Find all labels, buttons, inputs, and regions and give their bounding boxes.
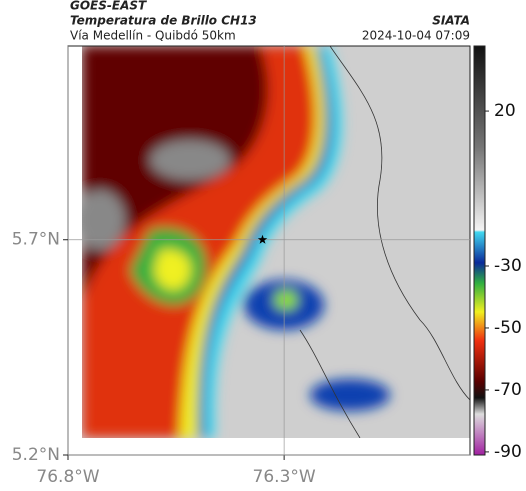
colorbar-label: -50 bbox=[494, 318, 522, 338]
colorbar-label: -70 bbox=[494, 380, 522, 400]
lon-label: 76.3°W bbox=[253, 467, 316, 487]
datetime: 2024-10-04 07:09 bbox=[362, 29, 470, 43]
colorbar-label: -90 bbox=[494, 442, 522, 462]
agency: SIATA bbox=[432, 14, 470, 28]
location-marker bbox=[257, 234, 268, 244]
source: GOES-EAST bbox=[70, 0, 147, 13]
lat-label: 5.7°N bbox=[12, 230, 60, 250]
imagery bbox=[82, 46, 470, 438]
colorbar-label: 20 bbox=[494, 101, 516, 121]
colorbar bbox=[473, 45, 486, 456]
lat-label: 5.2°N bbox=[12, 445, 60, 465]
lon-label: 76.8°W bbox=[36, 467, 99, 487]
title: Temperatura de Brillo CH13 bbox=[70, 14, 257, 28]
colorbar-label: -30 bbox=[494, 256, 522, 276]
subtitle: Vía Medellín - Quibdó 50km bbox=[70, 29, 236, 43]
